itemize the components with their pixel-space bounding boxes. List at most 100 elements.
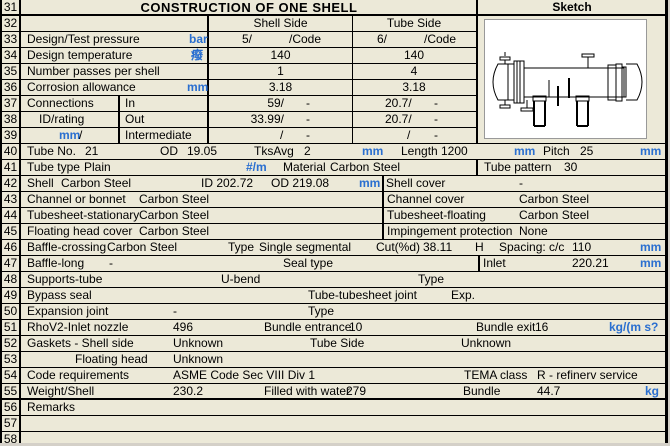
label: Bypass seal	[27, 288, 92, 302]
shell-out-rating[interactable]: -	[306, 112, 310, 126]
label: Length	[401, 144, 438, 158]
tube-thickness[interactable]: 2	[304, 144, 311, 158]
shell-id[interactable]: ID 202.72	[201, 176, 254, 190]
tube-number[interactable]: 21	[85, 144, 99, 158]
shell-out[interactable]: 33.99/	[250, 112, 284, 126]
row-number: 37	[2, 96, 21, 112]
tube-out[interactable]: 20.7/	[385, 112, 412, 126]
gasket-floating-head[interactable]: Unknown	[173, 352, 224, 366]
label: Corrosion allowance	[27, 80, 136, 94]
tubesheet-floating[interactable]: Carbon Steel	[519, 208, 590, 222]
row-43: 43 Channel or bonnet Carbon Steel Channe…	[2, 192, 665, 208]
tube-out-rating[interactable]: -	[434, 112, 438, 126]
label: Design/Test pressure	[27, 32, 140, 46]
tubesheet-stationary[interactable]: Carbon Steel	[139, 208, 210, 222]
shell-material[interactable]: Carbon Steel	[61, 176, 132, 190]
row-number: 31	[2, 0, 21, 16]
row-40: 40 Tube No. 21 OD 19.05 TksAvg 2 mm Leng…	[2, 144, 665, 160]
shell-intermediate-rating[interactable]: -	[306, 128, 310, 142]
tube-od[interactable]: 19.05	[187, 144, 218, 158]
baffle-material[interactable]: Carbon Steel	[107, 240, 178, 254]
shell-in-rating[interactable]: -	[306, 96, 310, 110]
row-number: 40	[2, 144, 21, 160]
row-49: 49 Bypass seal Tube-tubesheet joint Exp.	[2, 288, 665, 304]
row-57[interactable]: 57	[2, 416, 665, 432]
row-number: 38	[2, 112, 21, 128]
row-56: 56 Remarks	[2, 400, 665, 416]
tube-corrosion[interactable]: 3.18	[402, 80, 426, 94]
label: RhoV2-Inlet nozzle	[27, 320, 129, 334]
channel-cover[interactable]: Carbon Steel	[519, 192, 590, 206]
bundle-exit[interactable]: 16	[535, 320, 549, 334]
row-number: 49	[2, 288, 21, 304]
shell-cover[interactable]: -	[519, 176, 523, 190]
label: Tube Side	[310, 336, 365, 350]
tube-intermediate-rating[interactable]: -	[434, 128, 438, 142]
expansion-joint[interactable]: -	[173, 304, 177, 318]
floating-head-cover[interactable]: Carbon Steel	[139, 224, 210, 238]
tube-type[interactable]: Plain	[84, 160, 111, 174]
tube-pressure[interactable]: 6/	[377, 32, 388, 46]
shell-corrosion[interactable]: 3.18	[268, 80, 293, 94]
impingement-protection[interactable]: None	[519, 224, 548, 238]
row-37: 37 Connections In 59/ - 20.7/ -	[2, 96, 665, 112]
gasket-tube[interactable]: Unknown	[461, 336, 512, 350]
row-39: 39 mm / Intermediate / - / -	[2, 128, 665, 144]
label: Code requirements	[27, 368, 130, 382]
sketch-title: Sketch	[478, 0, 665, 16]
unit-mm: mm	[640, 144, 662, 158]
row-51: 51 RhoV2-Inlet nozzle 496 Bundle entranc…	[2, 320, 665, 336]
label: Baffle-crossing	[27, 240, 107, 254]
weight-shell[interactable]: 230.2	[173, 384, 204, 398]
supports-tube[interactable]: U-bend	[221, 272, 261, 286]
row-58[interactable]: 58	[2, 432, 665, 443]
label: Design temperature	[27, 48, 133, 62]
slash: /	[79, 128, 83, 142]
row-number: 55	[2, 384, 21, 400]
weight-bundle[interactable]: 44.7	[537, 384, 561, 398]
weight-filled-water[interactable]: 279	[346, 384, 367, 398]
tube-in[interactable]: 20.7/	[385, 96, 412, 110]
label: ID/rating	[39, 112, 85, 126]
remarks-label: Remarks	[27, 400, 76, 414]
unit-bar: bar	[189, 32, 208, 46]
bundle-entrance[interactable]: 10	[349, 320, 363, 334]
label: Shell	[27, 176, 54, 190]
shell-pressure[interactable]: 5/	[242, 32, 253, 46]
shell-code[interactable]: /Code	[289, 32, 322, 46]
tube-pattern[interactable]: 30	[564, 160, 578, 174]
baffle-spacing[interactable]: 110	[572, 240, 592, 254]
shell-in[interactable]: 59/	[267, 96, 284, 110]
label: Material	[283, 160, 326, 174]
tube-joint[interactable]: Exp.	[451, 288, 476, 302]
tube-material[interactable]: Carbon Steel	[330, 160, 401, 174]
tube-pitch[interactable]: 25	[580, 144, 594, 158]
baffle-orientation[interactable]: H	[475, 240, 484, 254]
row-50: 50 Expansion joint - Type	[2, 304, 665, 320]
code-requirements[interactable]: ASME Code Sec VIII Div 1	[173, 368, 316, 382]
unit-temperature: 癈	[191, 48, 204, 62]
rhov2-inlet[interactable]: 496	[173, 320, 194, 334]
shell-od[interactable]: OD 219.08	[271, 176, 330, 190]
tube-temp[interactable]: 140	[403, 48, 425, 62]
shell-side-header: Shell Side	[253, 16, 308, 30]
tube-passes[interactable]: 4	[410, 64, 418, 78]
row-36: 36 Corrosion allowance mm 3.18 3.18	[2, 80, 665, 96]
baffle-long[interactable]: -	[109, 256, 113, 270]
label: Shell cover	[386, 176, 446, 190]
tube-intermediate[interactable]: /	[407, 128, 411, 142]
row-52: 52 Gaskets - Shell side Unknown Tube Sid…	[2, 336, 665, 352]
tube-in-rating[interactable]: -	[434, 96, 438, 110]
row-55: 55 Weight/Shell 230.2 Filled with water …	[2, 384, 665, 400]
inlet-value[interactable]: 220.21	[572, 256, 609, 270]
tube-length[interactable]: 1200	[441, 144, 468, 158]
shell-temp[interactable]: 140	[270, 48, 291, 62]
shell-passes[interactable]: 1	[277, 64, 284, 78]
baffle-cut[interactable]: 38.11	[423, 240, 453, 254]
tube-code[interactable]: /Code	[424, 32, 457, 46]
tema-class[interactable]: R - refinerv service	[537, 368, 638, 382]
channel-material[interactable]: Carbon Steel	[139, 192, 210, 206]
baffle-type[interactable]: Single segmental	[259, 240, 352, 254]
shell-intermediate[interactable]: /	[280, 128, 284, 142]
gasket-shell[interactable]: Unknown	[173, 336, 224, 350]
